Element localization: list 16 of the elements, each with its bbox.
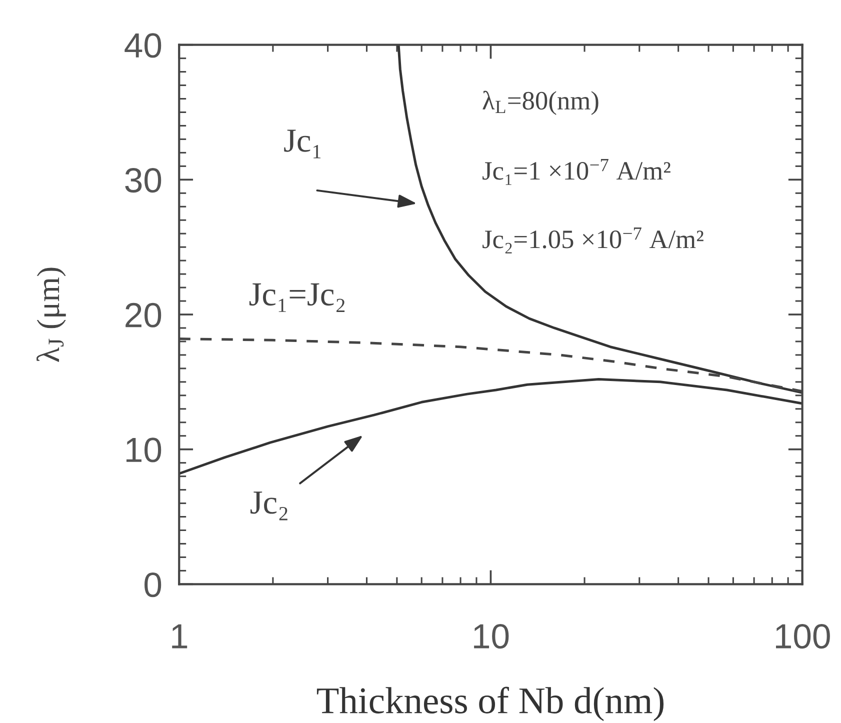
x-axis-title: Thickness of Nb d(nm) (316, 686, 664, 722)
x-tick-label: 1 (172, 624, 188, 648)
y-tick-label: 30 (125, 168, 162, 193)
annotation: λ$_{L}$=80(nm) (482, 90, 598, 116)
y-tick-label: 0 (144, 572, 162, 598)
annotation: Jc₁ (284, 130, 321, 158)
x-tick-label: 100 (776, 624, 830, 649)
annotation: Jc₂ (250, 492, 288, 520)
x-tick-label: 10 (474, 624, 509, 649)
y-tick-label: 10 (126, 438, 162, 462)
annotation: Jc₂=1.05 ×10$^{−7}$ A/m² (482, 227, 704, 254)
y-tick-label: 40 (124, 33, 162, 58)
y-tick-label: 20 (126, 302, 162, 328)
annotation: Jc₁=1 ×10$^{−7}$ A/m² (482, 158, 670, 185)
y-axis-title: λ$_{J}$ (μm) (36, 268, 66, 362)
annotation: Jc₁=Jc₂ (249, 283, 345, 312)
